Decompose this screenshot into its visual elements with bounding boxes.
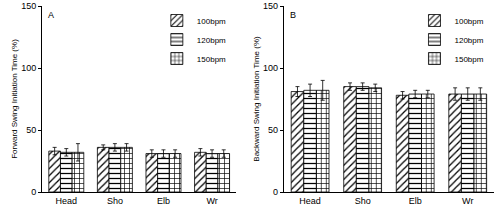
svg-text:Head: Head: [299, 196, 321, 206]
svg-text:Wr: Wr: [462, 196, 473, 206]
svg-text:Wr: Wr: [206, 196, 217, 206]
svg-text:Backward Swing Initiation Time: Backward Swing Initiation Time (%): [252, 36, 261, 162]
svg-text:150: 150: [21, 1, 36, 11]
svg-text:150bpm: 150bpm: [197, 55, 226, 64]
svg-text:Elb: Elb: [409, 196, 422, 206]
svg-text:Head: Head: [56, 196, 78, 206]
svg-text:Forward Swing Initiation Time: Forward Swing Initiation Time (%): [10, 39, 19, 159]
svg-text:100bpm: 100bpm: [197, 17, 226, 26]
svg-text:100: 100: [21, 63, 36, 73]
svg-text:A: A: [48, 10, 54, 20]
svg-text:120bpm: 120bpm: [454, 36, 483, 45]
svg-text:150bpm: 150bpm: [454, 55, 483, 64]
svg-text:0: 0: [273, 187, 278, 197]
svg-text:Sho: Sho: [107, 196, 123, 206]
svg-text:50: 50: [268, 125, 278, 135]
svg-text:B: B: [290, 10, 296, 20]
svg-text:50: 50: [26, 125, 36, 135]
svg-text:100: 100: [263, 63, 278, 73]
svg-text:100bpm: 100bpm: [454, 17, 483, 26]
svg-text:Sho: Sho: [355, 196, 371, 206]
svg-text:150: 150: [263, 1, 278, 11]
svg-text:0: 0: [31, 187, 36, 197]
svg-text:120bpm: 120bpm: [197, 36, 226, 45]
svg-text:Elb: Elb: [157, 196, 170, 206]
